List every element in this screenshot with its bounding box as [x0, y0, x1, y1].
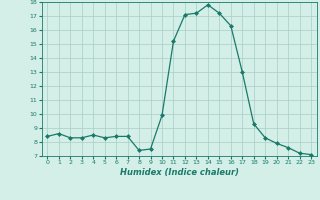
X-axis label: Humidex (Indice chaleur): Humidex (Indice chaleur) [120, 168, 239, 177]
